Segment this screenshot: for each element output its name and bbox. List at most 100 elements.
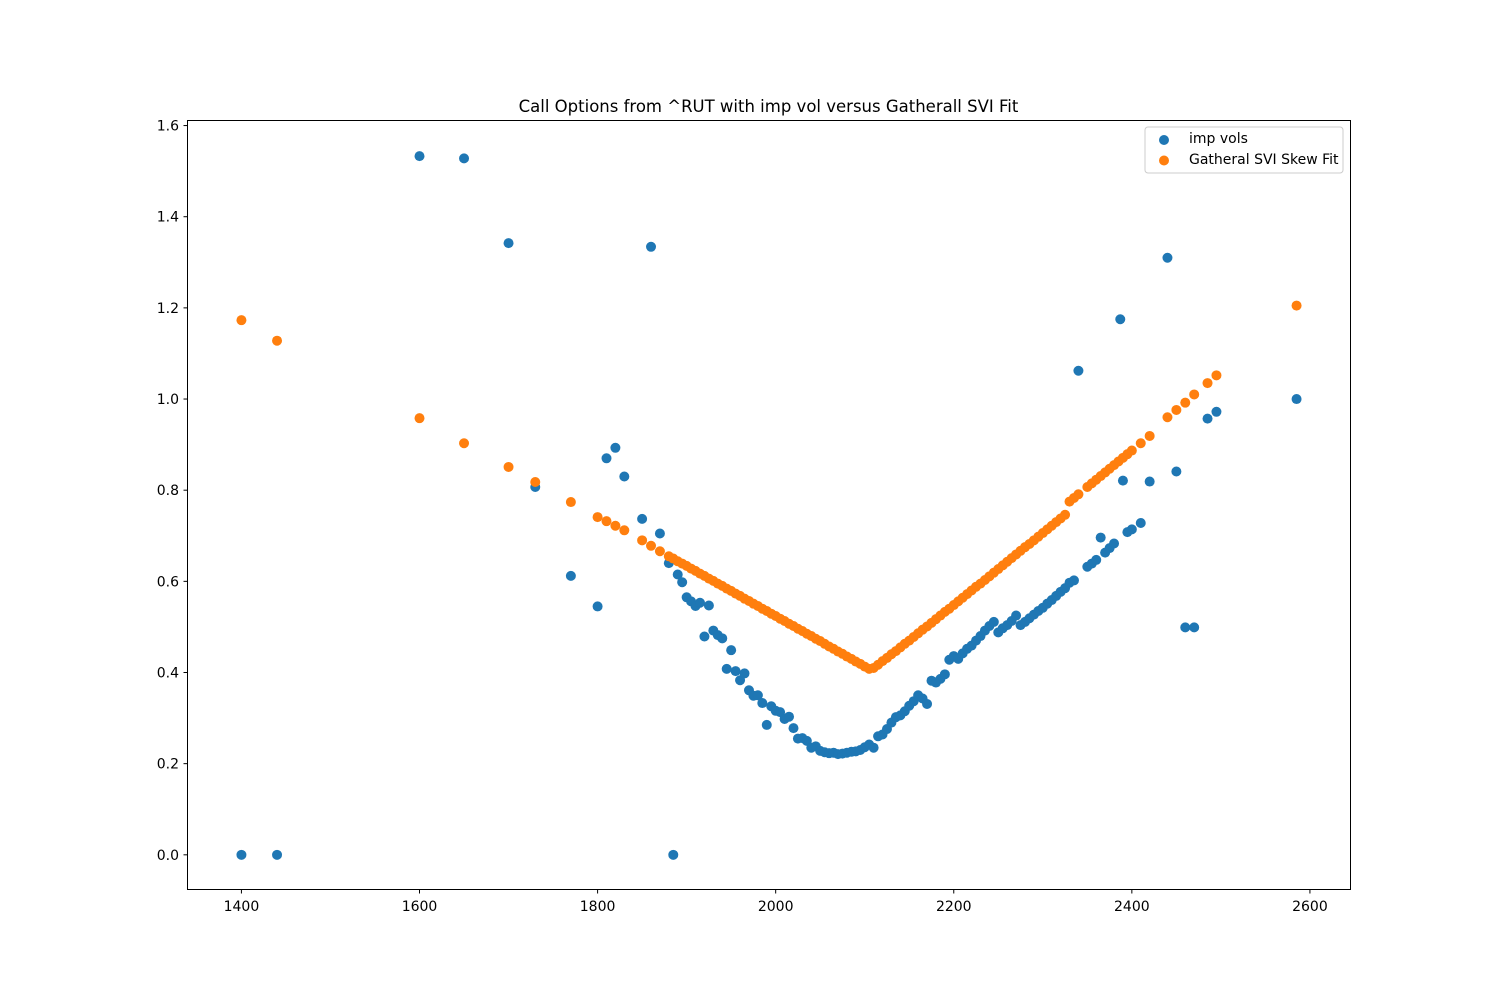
data-point <box>1144 430 1155 441</box>
data-point <box>1095 532 1106 543</box>
data-point <box>1073 365 1084 376</box>
data-point <box>1115 314 1126 325</box>
data-point <box>601 453 612 464</box>
data-point <box>1162 412 1173 423</box>
data-point <box>1291 394 1302 405</box>
data-point <box>414 151 425 162</box>
data-point <box>1211 370 1222 381</box>
data-point <box>1162 252 1173 263</box>
x-axis: 1400 1600 1800 2000 2200 2400 2600 <box>224 889 1328 915</box>
y-axis: 0.0 0.2 0.4 0.6 0.8 1.0 1.2 1.4 1.6 <box>157 119 188 864</box>
data-point <box>619 525 630 536</box>
data-point <box>272 335 283 346</box>
data-point <box>726 645 737 656</box>
data-point <box>1073 489 1084 500</box>
data-point <box>730 666 741 677</box>
data-point <box>565 497 576 508</box>
data-point <box>757 698 768 709</box>
data-point <box>694 597 705 608</box>
y-tick-label: 1.6 <box>157 119 179 135</box>
data-point <box>637 513 648 524</box>
data-point <box>1180 397 1191 408</box>
data-point <box>610 442 621 453</box>
y-tick-label: 0.6 <box>157 574 179 590</box>
data-point <box>1117 475 1128 486</box>
y-tick-label: 1.2 <box>157 301 179 317</box>
data-point <box>272 849 283 860</box>
data-point <box>414 413 425 424</box>
legend-marker-imp-vols <box>1159 135 1169 145</box>
data-point <box>668 849 679 860</box>
data-point <box>1189 389 1200 400</box>
data-point <box>459 438 470 449</box>
y-tick-label: 0.8 <box>157 483 179 499</box>
data-point <box>236 849 247 860</box>
data-point <box>503 461 514 472</box>
data-point <box>677 577 688 588</box>
data-point <box>1060 509 1071 520</box>
data-point <box>637 535 648 546</box>
legend-label-svi-fit: Gatheral SVI Skew Fit <box>1189 152 1339 168</box>
data-point <box>739 668 750 679</box>
y-tick-label: 1.4 <box>157 210 179 226</box>
x-tick-label: 2200 <box>936 899 972 915</box>
y-tick-label: 0.4 <box>157 666 179 682</box>
data-point <box>592 601 603 612</box>
data-point <box>988 616 999 627</box>
data-point <box>1171 404 1182 415</box>
data-point <box>1109 538 1120 549</box>
legend-frame <box>1144 126 1344 174</box>
data-point <box>721 663 732 674</box>
data-point <box>1291 300 1302 311</box>
data-point <box>784 711 795 722</box>
x-tick-label: 2400 <box>1114 899 1150 915</box>
data-point <box>1135 438 1146 449</box>
legend-marker-svi-fit <box>1159 155 1169 166</box>
data-point <box>646 241 657 252</box>
data-point <box>939 669 950 680</box>
plot-area <box>187 120 1351 890</box>
data-point <box>788 723 799 734</box>
data-point <box>565 570 576 581</box>
data-point <box>703 600 714 611</box>
data-point <box>503 238 514 249</box>
y-tick-label: 0.0 <box>157 848 179 864</box>
data-point <box>619 471 630 482</box>
data-point <box>1091 554 1102 565</box>
data-point <box>761 719 772 730</box>
data-point <box>1180 622 1191 633</box>
x-tick-label: 2600 <box>1292 899 1328 915</box>
data-point <box>1202 378 1213 389</box>
data-point <box>601 516 612 527</box>
data-point <box>654 528 665 539</box>
data-point <box>699 631 710 642</box>
x-tick-label: 1600 <box>402 899 438 915</box>
axes-frame <box>187 120 1351 890</box>
x-tick-label: 1400 <box>224 899 260 915</box>
data-point <box>1171 466 1182 477</box>
series-0 <box>236 151 1302 860</box>
chart-title: Call Options from ^RUT with imp vol vers… <box>519 97 1019 116</box>
data-point <box>1189 622 1200 633</box>
data-point <box>530 476 541 487</box>
series-1 <box>236 300 1302 674</box>
legend-label-imp-vols: imp vols <box>1189 131 1248 147</box>
data-point <box>1135 518 1146 528</box>
data-point <box>592 512 603 523</box>
data-point <box>1011 610 1022 621</box>
data-point <box>922 698 933 709</box>
data-point <box>1144 476 1155 487</box>
data-point <box>752 690 763 701</box>
data-point <box>672 569 683 580</box>
data-point <box>868 742 879 753</box>
data-point <box>236 315 247 326</box>
y-tick-label: 0.2 <box>157 757 179 773</box>
data-point <box>1202 413 1213 424</box>
data-point <box>1211 406 1222 417</box>
legend: imp vols Gatheral SVI Skew Fit <box>1144 126 1344 174</box>
data-point <box>1126 445 1137 456</box>
data-point <box>717 633 728 644</box>
series-layer <box>236 151 1302 860</box>
data-point <box>459 153 470 164</box>
y-tick-label: 1.0 <box>157 392 179 408</box>
